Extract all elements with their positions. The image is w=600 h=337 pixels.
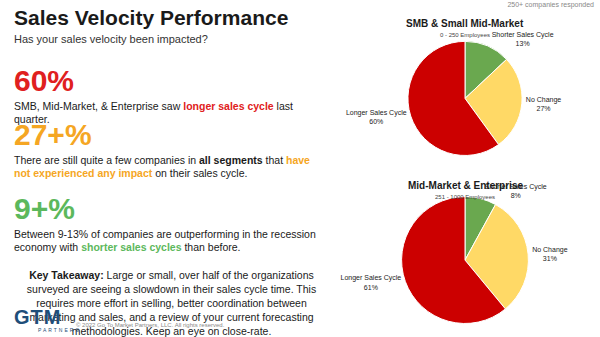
svg-text:Shorter Sales Cycle13%: Shorter Sales Cycle13% [492, 31, 554, 47]
svg-text:Shorter Sales Cycle8%: Shorter Sales Cycle8% [485, 183, 547, 199]
html-text:© 2022 Go To Market Partners,: © 2022 Go To Market Partners, LLC. All r… [76, 322, 225, 328]
html-text:9+%: 9+% [14, 192, 75, 225]
html-text:60%: 60% [14, 64, 74, 97]
svg-text:SMB & Small Mid-Market: SMB & Small Mid-Market [406, 18, 524, 29]
svg-text:Longer Sales Cycle60%: Longer Sales Cycle60% [346, 109, 407, 125]
html-text:PARTNERS: PARTNERS [38, 327, 81, 333]
html-text:GTM: GTM [14, 306, 62, 328]
svg-text:No Change31%: No Change31% [532, 246, 568, 262]
svg-text:Longer Sales Cycle61%: Longer Sales Cycle61% [341, 274, 402, 290]
html-text:There are still quite a few co: There are still quite a few companies in… [14, 154, 310, 179]
html-text:27+%: 27+% [14, 118, 92, 151]
html-text:Key Takeaway: Large or small,: Key Takeaway: Large or small, over half … [26, 269, 317, 337]
html-text:250+ companies responded: 250+ companies responded [507, 1, 594, 8]
svg-text:251 - 1000 Employees: 251 - 1000 Employees [435, 194, 495, 200]
html-text:Has your sales velocity been i: Has your sales velocity been impacted? [14, 33, 208, 45]
svg-text:No Change27%: No Change27% [526, 96, 562, 112]
html-text:Between 9-13% of companies are: Between 9-13% of companies are outperfor… [14, 228, 316, 253]
html-text:SMB, Mid-Market, & Enterprise: SMB, Mid-Market, & Enterprise saw longer… [14, 100, 293, 125]
svg-text:Mid-Market & Enterprise: Mid-Market & Enterprise [408, 180, 523, 191]
svg-text:0 - 250 Employees: 0 - 250 Employees [440, 32, 490, 38]
html-text:Sales Velocity Performance: Sales Velocity Performance [14, 6, 289, 29]
